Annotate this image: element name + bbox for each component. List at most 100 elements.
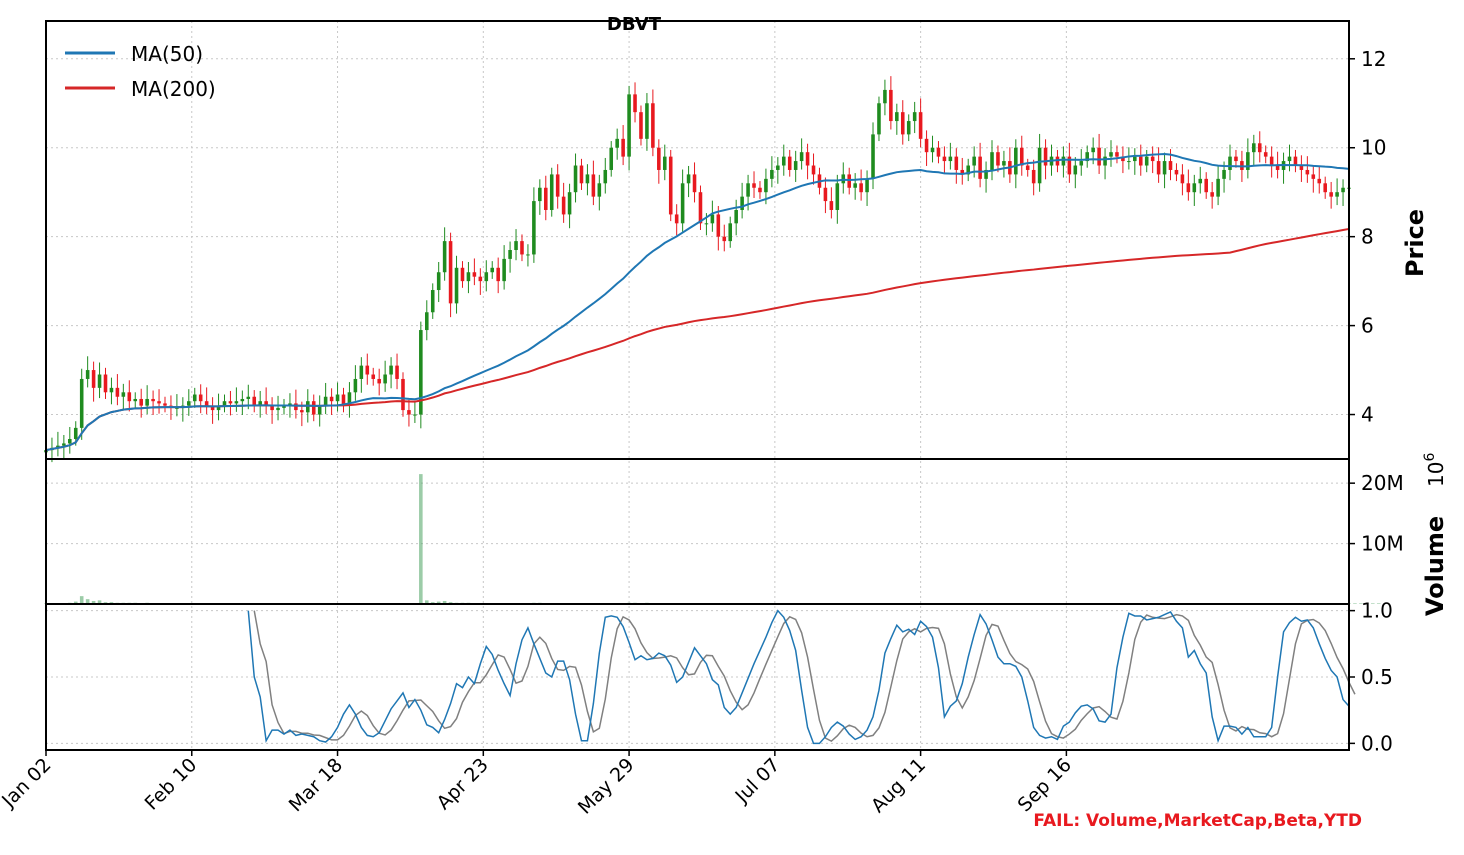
volume-bar (1365, 603, 1369, 604)
candle-body (448, 241, 453, 304)
volume-bar (1359, 603, 1363, 604)
candle-body (1168, 161, 1173, 170)
candle-body (1073, 165, 1078, 175)
candle-body (1121, 156, 1125, 162)
candle-body (413, 414, 417, 416)
candle-body (942, 156, 947, 162)
candle-body (204, 401, 209, 406)
candle-body (222, 401, 227, 406)
oscillator-panel (247, 609, 1356, 745)
candle-body (865, 178, 869, 193)
candle-body (615, 138, 619, 148)
fail-annotation: FAIL: Volume,MarketCap,Beta,YTD (1033, 811, 1362, 831)
candle-body (419, 330, 423, 415)
candle-body (704, 223, 709, 225)
candle-body (668, 156, 673, 215)
candle-body (1103, 156, 1107, 166)
candle-body (163, 403, 167, 406)
candle-body (722, 236, 727, 242)
candle-body (710, 214, 715, 224)
candle-body (657, 147, 661, 170)
candle-body (216, 405, 221, 411)
volume-tick-label: 20M (1361, 471, 1404, 495)
candle-body (573, 165, 578, 193)
candle-body (1269, 156, 1274, 166)
candle-body (472, 272, 477, 277)
candle-body (145, 398, 149, 406)
candle-body (543, 187, 548, 210)
candle-body (151, 398, 155, 402)
candle-body (1204, 178, 1208, 193)
volume-bar (91, 600, 96, 604)
candle-body (645, 103, 649, 139)
candle-body (621, 138, 625, 157)
candle-body (829, 201, 834, 210)
candle-body (996, 152, 1000, 166)
candle-body (1335, 192, 1339, 197)
candle-body (56, 445, 60, 448)
candle-body (1043, 147, 1048, 166)
candle-body (139, 398, 143, 406)
candle-body (811, 165, 816, 175)
candle-body (127, 392, 132, 402)
candle-body (1162, 161, 1167, 175)
candle-body (502, 258, 506, 282)
candle-body (1287, 156, 1292, 162)
candle-body (585, 174, 590, 184)
candle-body (407, 410, 411, 415)
candle-body (859, 183, 863, 193)
candle-body (79, 378, 84, 428)
candle-body (317, 405, 322, 415)
candle-body (430, 290, 435, 313)
candle-body (1263, 152, 1268, 157)
candle-body (240, 398, 245, 402)
candle-body (1127, 161, 1131, 163)
candle-body (520, 241, 524, 255)
candle-body (1079, 161, 1084, 166)
candle-body (496, 267, 500, 282)
candle-body (62, 443, 66, 446)
candle-body (1186, 183, 1191, 193)
candle-body (990, 152, 994, 170)
legend-ma50-label: MA(50) (131, 42, 203, 66)
candle-body (395, 365, 399, 379)
candle-body (192, 394, 197, 402)
price-tick-label: 8 (1361, 225, 1374, 249)
candle-body (787, 156, 792, 170)
candle-body (758, 187, 762, 193)
candle-body (1341, 187, 1345, 193)
candle-body (1144, 156, 1149, 166)
candle-body (734, 209, 738, 224)
candle-body (264, 401, 268, 406)
candle-body (728, 223, 733, 242)
candle-body (740, 196, 744, 210)
volume-bar (425, 600, 429, 604)
legend-ma200-label: MA(200) (131, 77, 216, 101)
price-panel (44, 76, 1351, 463)
candle-body (514, 241, 518, 251)
candle-body (1228, 156, 1232, 170)
candle-body (425, 312, 429, 331)
candle-body (377, 378, 381, 384)
candle-body (883, 89, 887, 104)
candle-body (1002, 161, 1006, 166)
candle-body (1019, 147, 1024, 166)
candle-body (799, 152, 804, 162)
volume-bar (1371, 603, 1375, 604)
candle-body (698, 192, 703, 224)
candle-body (805, 152, 810, 166)
candle-body (900, 112, 905, 135)
candle-body (1085, 152, 1089, 162)
volume-axis-label: Volume (1421, 516, 1449, 616)
candle-body (115, 387, 120, 397)
candle-body (984, 169, 988, 179)
ma50-line (45, 152, 1350, 452)
candle-body (906, 121, 911, 135)
price-tick-label: 12 (1361, 47, 1386, 71)
candle-body (1257, 143, 1262, 153)
candle-body (1025, 165, 1030, 170)
candle-body (389, 365, 393, 375)
price-axis-label: Price (1401, 209, 1429, 277)
